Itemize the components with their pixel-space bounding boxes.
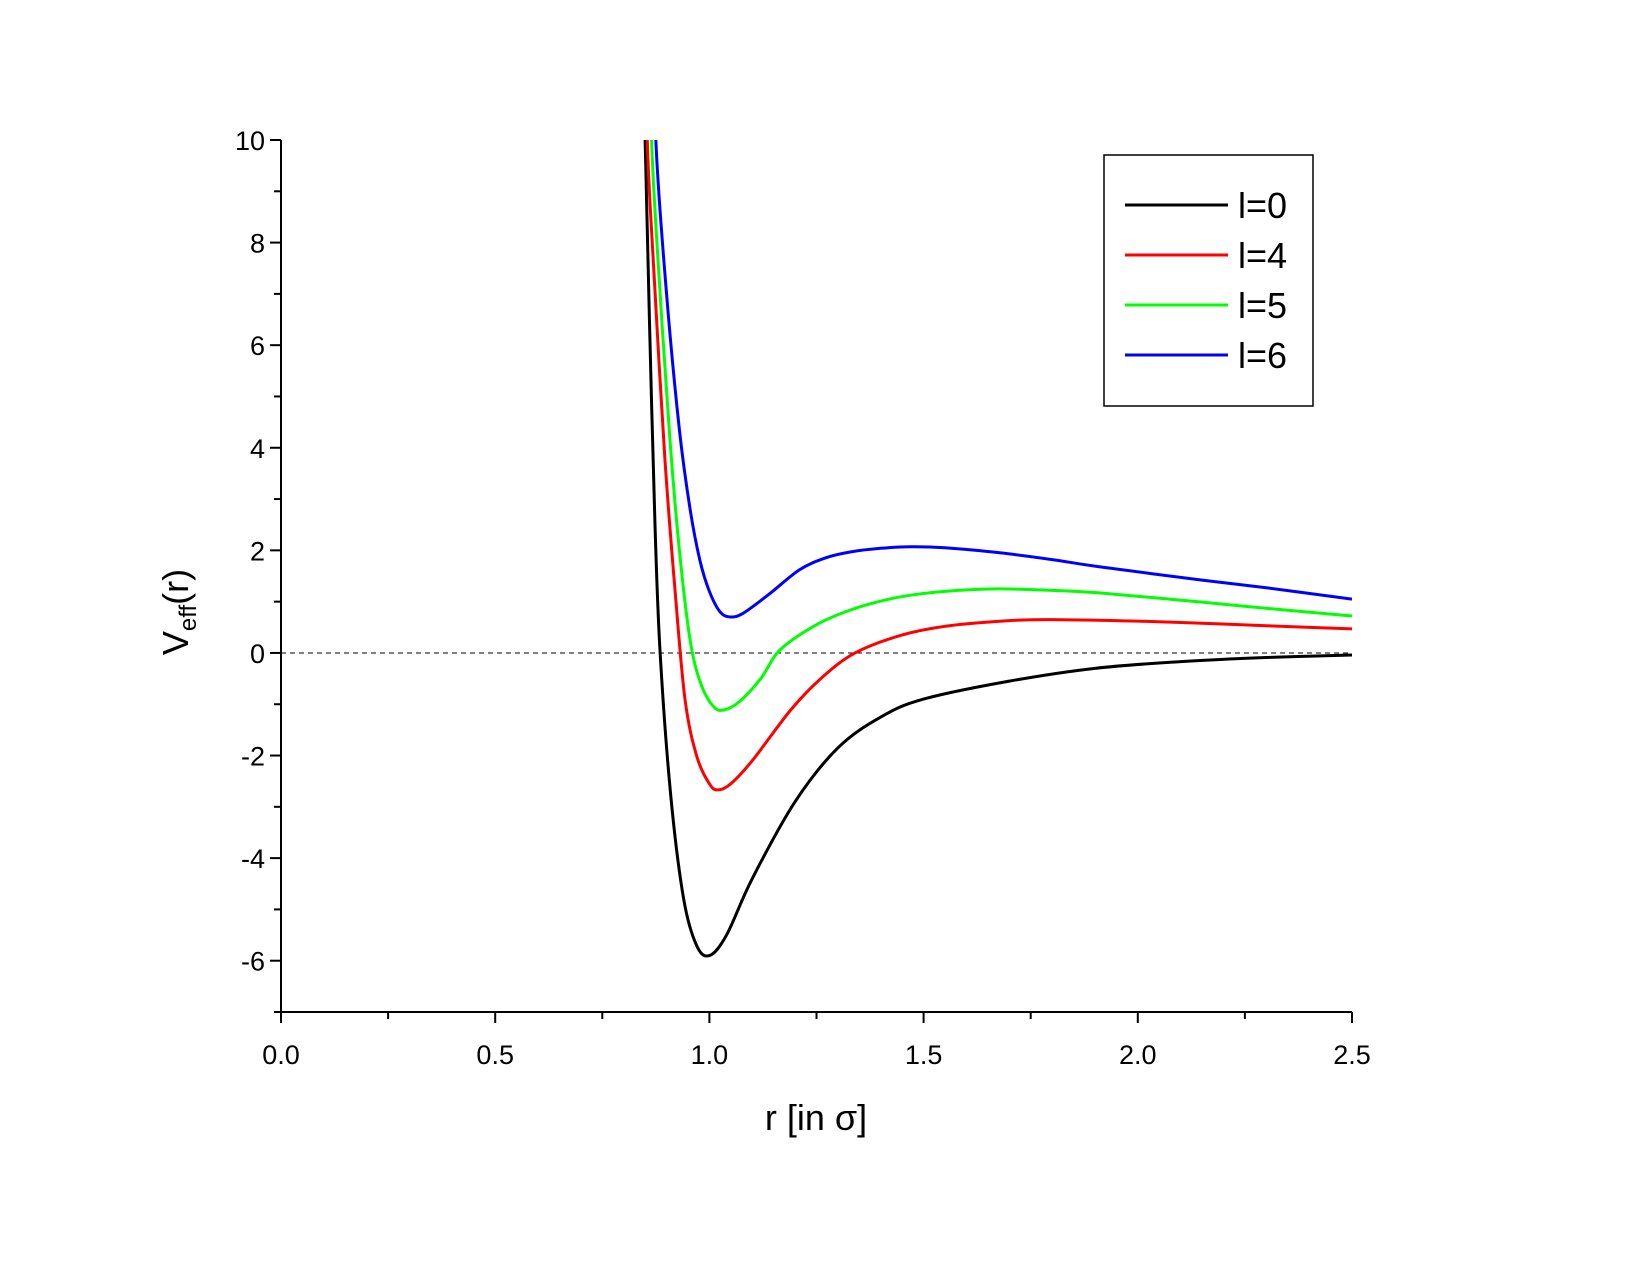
y-tick-label: 8: [250, 229, 265, 259]
series-line-l-5: [650, 140, 1352, 712]
y-tick-label: 10: [235, 126, 265, 156]
x-tick-label: 0.5: [476, 1040, 514, 1070]
y-axis-title-tail: (r): [155, 569, 196, 605]
legend-label: l=4: [1238, 235, 1287, 276]
y-tick-label: 2: [250, 536, 265, 566]
y-tick-label: 0: [250, 639, 265, 669]
y-axis-title: Veff(r): [155, 569, 202, 655]
series-line-l-6: [654, 140, 1352, 619]
y-tick-label: -6: [241, 947, 265, 977]
x-tick-label: 2.5: [1333, 1040, 1371, 1070]
series-line-l-0: [643, 140, 1352, 958]
legend-label: l=0: [1238, 185, 1287, 226]
series-line-l-4: [645, 140, 1352, 792]
svg-text:Veff(r): Veff(r): [155, 569, 202, 655]
plot-area: [281, 140, 1352, 958]
x-tick-label: 1.5: [905, 1040, 943, 1070]
legend-box: [1103, 154, 1314, 407]
legend-label: l=6: [1238, 335, 1287, 376]
x-axis-title: r [in σ]: [765, 1097, 867, 1138]
x-tick-label: 0.0: [262, 1040, 300, 1070]
y-axis-title-sub: eff: [175, 605, 202, 632]
y-tick-label: -2: [241, 742, 265, 772]
x-tick-label: 1.0: [691, 1040, 729, 1070]
x-tick-label: 2.0: [1119, 1040, 1157, 1070]
legend: l=0 l=4 l=5 l=6: [1103, 154, 1314, 407]
y-axis-title-main: V: [155, 631, 196, 655]
y-tick-label: -4: [241, 844, 265, 874]
legend-label: l=5: [1238, 285, 1287, 326]
y-tick-label: 4: [250, 434, 265, 464]
y-tick-label: 6: [250, 331, 265, 361]
